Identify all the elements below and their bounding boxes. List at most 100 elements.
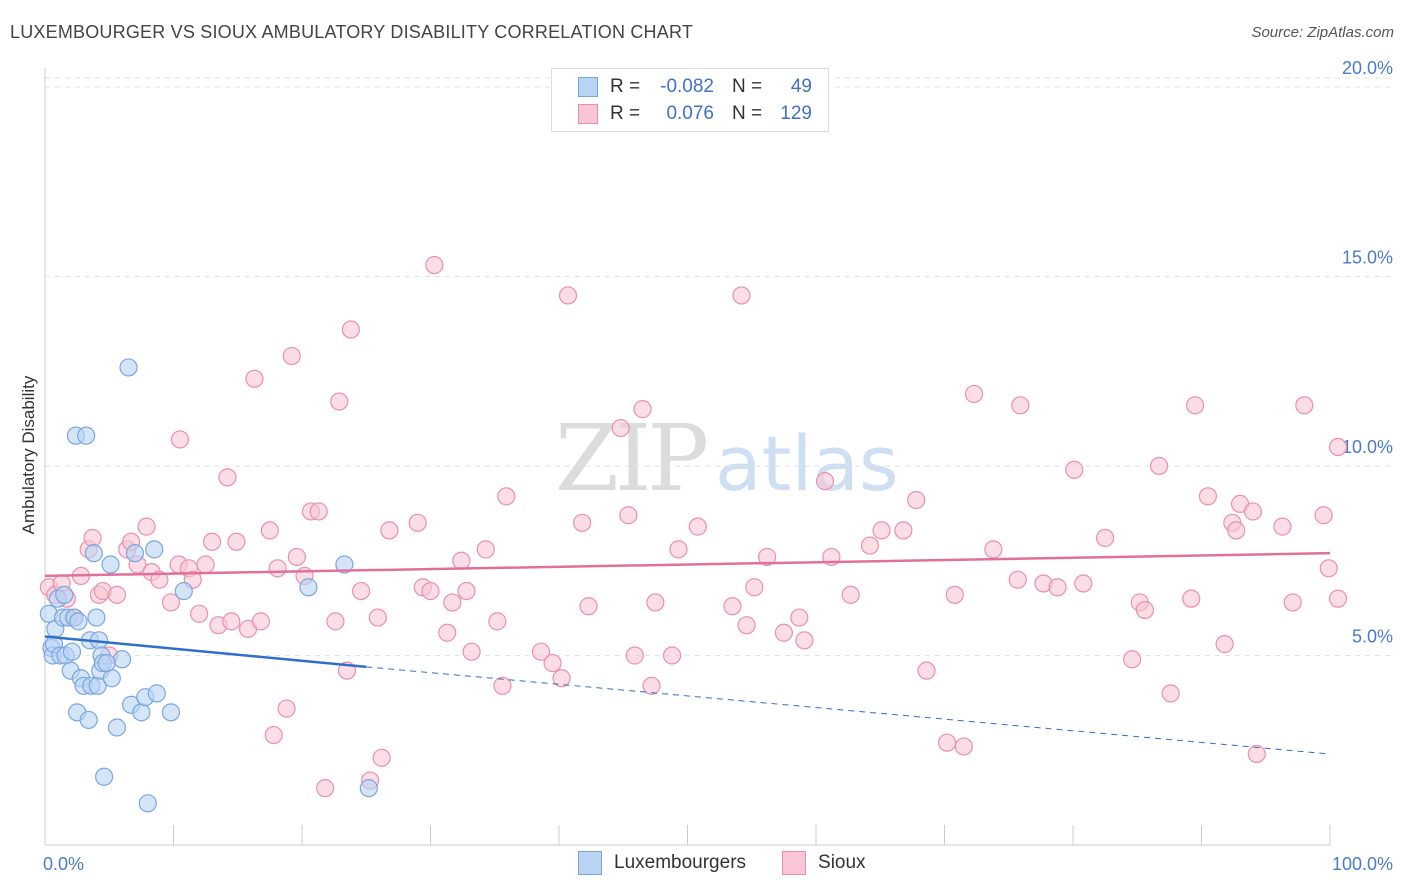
legend-r-value: -0.082 [660,76,714,97]
sioux-point [642,676,661,695]
sioux-point [1328,437,1348,457]
legend-item-sioux: Sioux [782,851,866,875]
sioux-point [245,369,264,388]
sioux-point [1048,578,1067,597]
sioux-point [1247,744,1266,764]
sioux-point [937,733,957,752]
sioux-point [438,623,457,642]
sioux-point [462,642,481,661]
sioux-point [758,547,777,567]
sioux-point [646,593,665,612]
sioux-point [309,502,328,521]
sioux-point [222,612,241,631]
sioux-point [107,585,127,604]
sioux-point [1314,506,1333,525]
sioux-point [984,540,1003,559]
sioux-point [326,612,345,631]
luxembourger-point [107,718,127,737]
luxembourger-point [69,612,88,631]
luxembourger-point [138,794,157,813]
sioux-point [218,468,237,487]
sioux-point [264,725,283,745]
sioux-point [457,581,476,601]
legend-n-label: N = [732,103,763,124]
sioux-trend-line [44,551,1331,578]
sioux-point [579,597,598,616]
luxembourger-point [102,669,121,688]
sioux-point [795,631,814,650]
sioux-point [745,578,764,597]
sioux-point [1135,600,1155,620]
luxembourger-point [55,585,74,604]
sioux-point [227,532,246,551]
sioux-point [737,616,756,635]
luxembourger-point [147,684,166,703]
y-axis-label: Ambulatory Disability [19,375,38,534]
sioux-point [493,676,512,695]
sioux-point [1243,502,1263,521]
sioux-point [287,547,306,567]
y-tick-label: 5.0% [1352,626,1393,646]
y-tick-label: 10.0% [1342,437,1393,457]
sioux-point [1096,528,1115,548]
trend-lines [44,551,1331,755]
sioux-point [260,521,279,540]
legend-r-label: R = [610,103,641,124]
legend-n-value: 49 [790,76,812,97]
sioux-point [543,653,562,673]
sioux-point [723,597,742,616]
grid-lines [45,77,1392,656]
sioux-point [282,346,301,366]
sioux-point [161,593,181,612]
legend-r-value: 0.076 [666,103,714,124]
luxembourger-point [87,608,106,627]
chart-title: LUXEMBOURGER VS SIOUX AMBULATORY DISABIL… [10,22,694,42]
luxembourger-point [97,653,116,673]
sioux-point [368,608,387,627]
sioux-point [277,699,296,718]
sioux-point [1198,487,1218,506]
luxembourger-point [359,779,378,798]
correlation-legend: R = -0.082 N = 49 R = 0.076 N = 129 [551,68,829,132]
tick-labels: 5.0% 10.0% 15.0% 20.0% 0.0% 100.0% [43,58,1393,874]
sioux-point [841,585,860,604]
sioux-point [1283,593,1302,612]
sioux-point [1227,521,1246,540]
legend-n-value: 129 [780,103,812,124]
x-tick-label-min: 0.0% [43,854,84,874]
sioux-point [531,642,551,661]
luxembourger-point [335,555,354,574]
sioux-point [196,555,215,574]
sioux-point [352,581,371,601]
y-tick-label: 20.0% [1342,58,1393,78]
luxembourger-point [112,650,132,669]
legend-label-luxembourgers: Luxembourgers [614,852,747,873]
axes [44,68,1331,846]
luxembourger-point [79,710,98,730]
sioux-point [790,608,809,627]
sioux-point [1185,396,1205,415]
sioux-point [1008,570,1027,589]
luxembourger-point [132,703,151,722]
luxembourger-point [125,544,145,563]
legend-swatch-sioux [578,104,598,124]
sioux-point [894,521,913,540]
sioux-point [1328,589,1348,608]
sioux-point [558,286,578,305]
sioux-point [732,286,751,305]
legend-item-luxembourgers: Luxembourgers [578,851,746,875]
luxembourger-point [77,426,96,445]
sioux-point [872,521,891,540]
sioux-point [380,521,399,540]
luxembourger-point [161,703,181,722]
luxembourger-point [95,767,114,786]
sioux-point [1011,396,1030,415]
sioux-point [497,487,516,506]
luxembourger-point [101,555,120,574]
sioux-point [573,513,592,532]
luxembourger-point [174,581,193,601]
legend-swatch-sioux [782,851,807,875]
source-label: Source: ZipAtlas.com [1251,24,1394,41]
sioux-point [1123,650,1142,669]
